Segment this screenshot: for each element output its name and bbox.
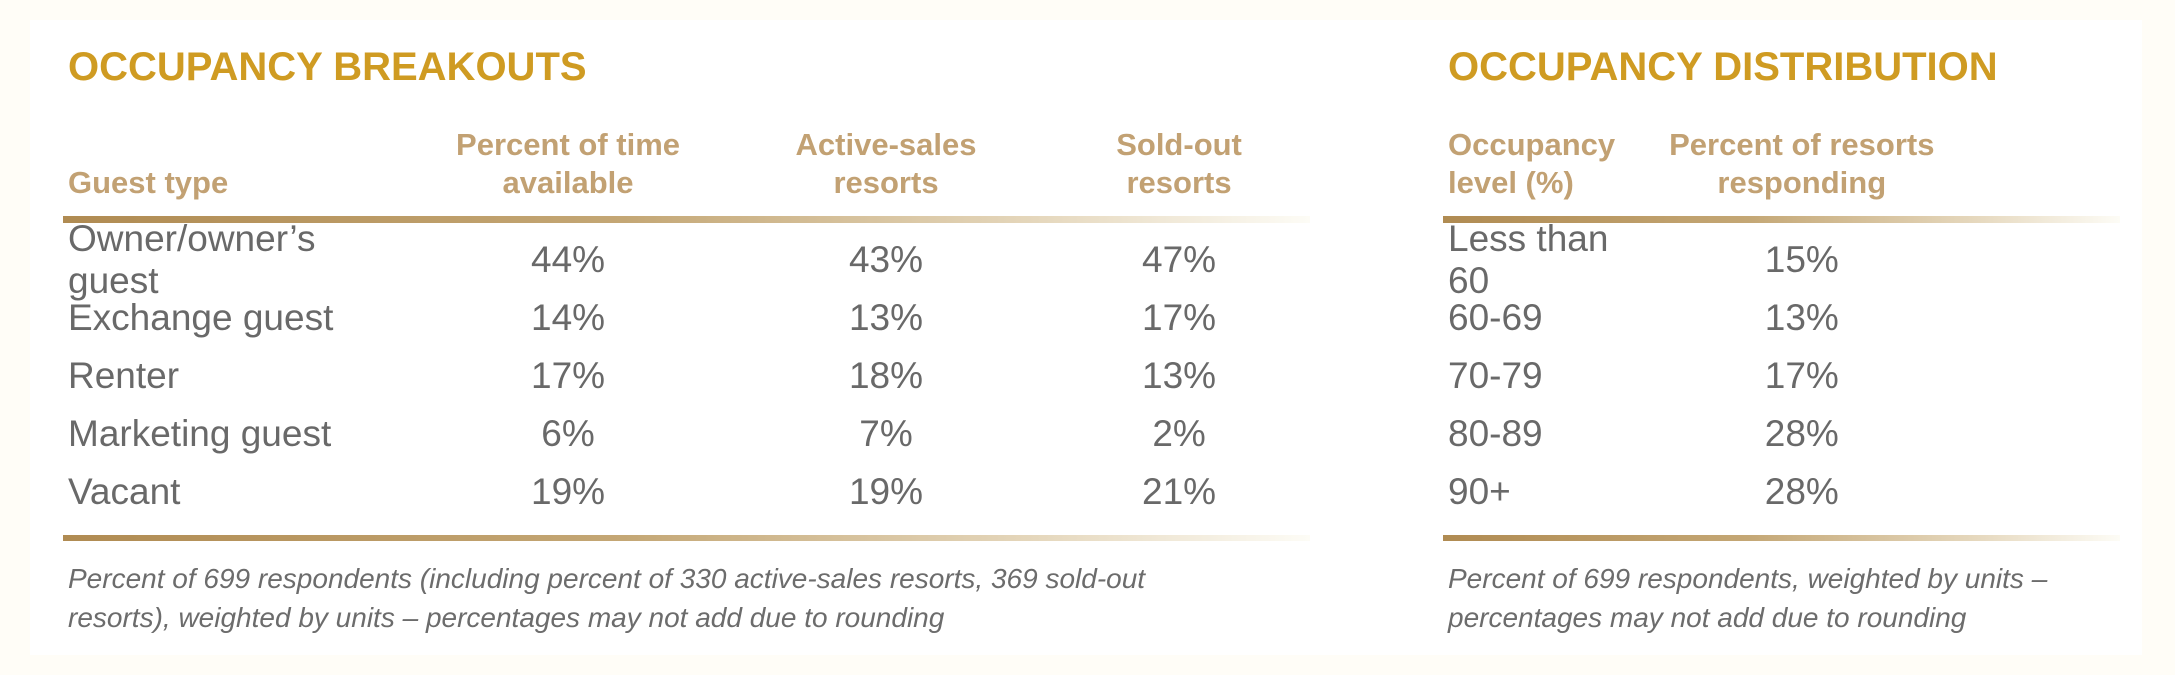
row-label: Owner/owner’s guest: [68, 218, 316, 301]
row-value: 7%: [859, 413, 913, 454]
row-value: [1951, 347, 2120, 405]
header-divider-rule: [63, 216, 1310, 223]
row-label: Marketing guest: [68, 413, 332, 454]
row-value: [1951, 231, 2120, 289]
row-label: 70-79: [1448, 355, 1543, 396]
row-value: 13%: [1142, 355, 1217, 396]
row-value: [1951, 289, 2120, 347]
column-header-sold-out-resorts: Sold-out resorts: [1116, 127, 1242, 200]
row-value: 19%: [531, 471, 606, 512]
column-header-guest-type: Guest type: [68, 165, 229, 200]
occupancy-distribution-footnote: Percent of 699 respondents, weighted by …: [1448, 563, 2048, 633]
row-value: 18%: [848, 355, 924, 396]
row-value: 43%: [848, 239, 924, 280]
occupancy-distribution-table: Occupancy level (%) Percent of resorts r…: [1443, 124, 2120, 521]
column-header-spacer: [1951, 124, 2120, 204]
column-header-active-sales-resorts: Active-sales resorts: [795, 127, 977, 200]
row-value: 19%: [848, 471, 924, 512]
row-label: Less than 60: [1448, 218, 1609, 301]
row-value: 17%: [531, 355, 606, 396]
row-label: 80-89: [1448, 413, 1543, 454]
row-value: 17%: [1764, 355, 1839, 396]
table-bottom-rule: [63, 535, 1310, 541]
row-value: 28%: [1764, 413, 1839, 454]
header-divider-rule: [1443, 216, 2120, 223]
row-value: 13%: [1764, 297, 1839, 338]
occupancy-breakouts-table: Guest type Percent of time available Act…: [63, 124, 1310, 521]
row-value: 13%: [848, 297, 924, 338]
row-value: 21%: [1142, 471, 1217, 512]
column-header-occupancy-level: Occupancy level (%): [1448, 127, 1616, 200]
row-label: Exchange guest: [68, 297, 334, 338]
occupancy-distribution-section: OCCUPANCY DISTRIBUTION Occupancy level (…: [1443, 45, 2120, 637]
row-value: 15%: [1764, 239, 1839, 280]
table-bottom-rule: [1443, 535, 2120, 541]
row-value: [1951, 405, 2120, 463]
occupancy-breakouts-section: OCCUPANCY BREAKOUTS Guest type Percent o…: [63, 45, 1310, 637]
row-value: 44%: [531, 239, 606, 280]
row-label: Vacant: [68, 471, 181, 512]
row-label: 60-69: [1448, 297, 1543, 338]
content-card: OCCUPANCY BREAKOUTS Guest type Percent o…: [30, 20, 2142, 655]
row-value: 47%: [1142, 239, 1217, 280]
column-header-percent-resorts-responding: Percent of resorts responding: [1669, 127, 1935, 200]
row-label: Renter: [68, 355, 180, 396]
row-value: 28%: [1764, 471, 1839, 512]
occupancy-breakouts-footnote: Percent of 699 respondents (including pe…: [68, 563, 1146, 633]
row-value: 2%: [1152, 413, 1206, 454]
row-value: 17%: [1142, 297, 1217, 338]
occupancy-distribution-title: OCCUPANCY DISTRIBUTION: [1448, 45, 1998, 89]
row-value: [1951, 463, 2120, 521]
column-header-percent-time-available: Percent of time available: [456, 127, 680, 200]
row-label: 90+: [1448, 471, 1511, 512]
row-value: 14%: [531, 297, 606, 338]
row-value: 6%: [541, 413, 595, 454]
occupancy-breakouts-title: OCCUPANCY BREAKOUTS: [68, 45, 587, 89]
